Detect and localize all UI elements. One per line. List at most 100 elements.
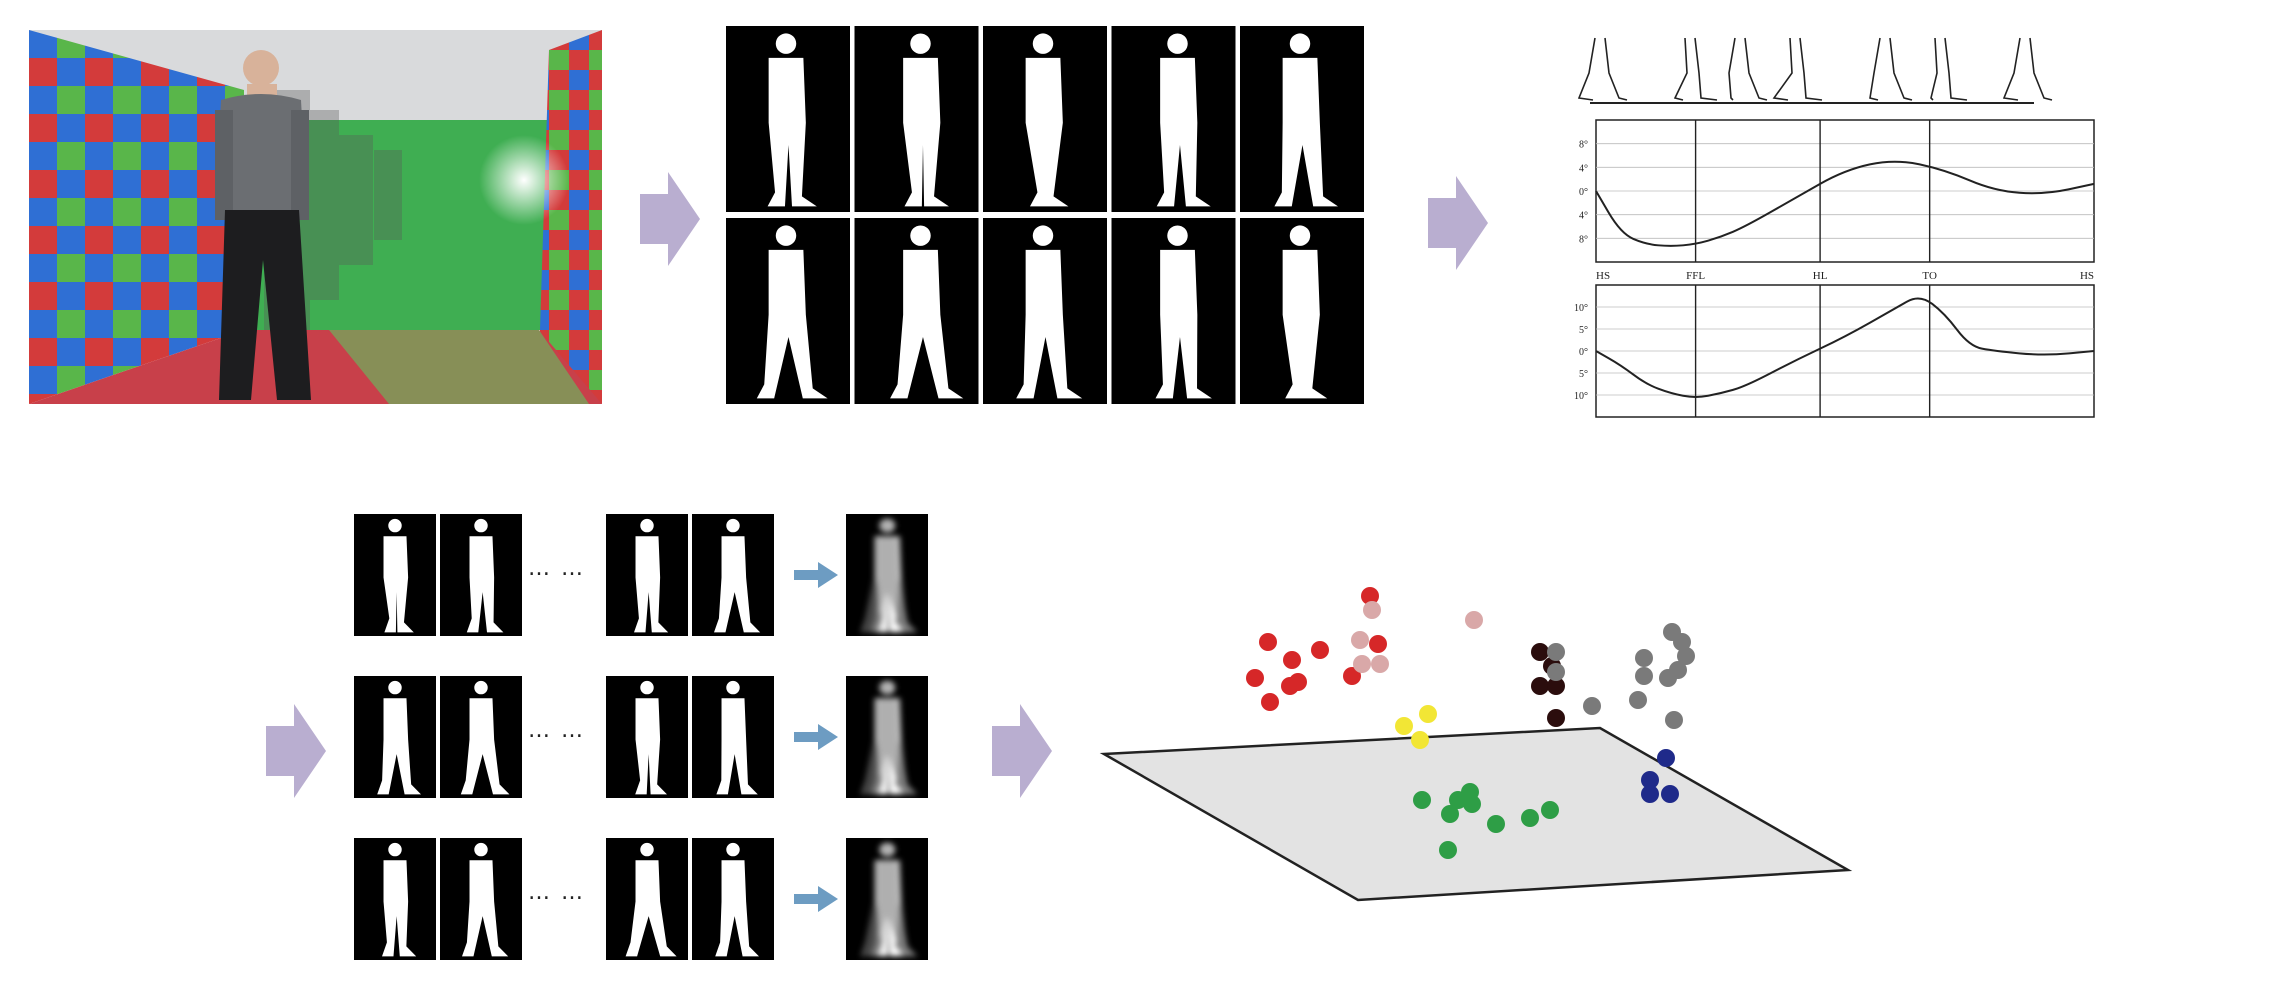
arrow-right-icon bbox=[794, 886, 838, 912]
silhouette-frame bbox=[1240, 26, 1364, 212]
silhouette-frame bbox=[1111, 218, 1236, 404]
silhouette-frame bbox=[983, 218, 1107, 404]
cluster-point bbox=[1635, 667, 1653, 685]
y-tick-label: 10° bbox=[1574, 391, 1588, 402]
silhouette-frame bbox=[354, 514, 436, 636]
arrow-right-icon bbox=[794, 724, 838, 750]
cluster-point bbox=[1259, 633, 1277, 651]
walking-leg-figure bbox=[1930, 37, 1968, 101]
y-tick-label: 4° bbox=[1579, 163, 1588, 174]
gait-video-frame bbox=[29, 30, 602, 404]
cluster-point bbox=[1547, 663, 1565, 681]
cluster-point bbox=[1289, 673, 1307, 691]
gait-energy-images: … … … … … … bbox=[350, 512, 930, 962]
cluster-point bbox=[1641, 785, 1659, 803]
cluster-point bbox=[1449, 791, 1467, 809]
cluster-point bbox=[1246, 669, 1264, 687]
y-tick-label: 5° bbox=[1579, 369, 1588, 380]
cluster-point bbox=[1441, 805, 1459, 823]
cluster-point bbox=[1547, 643, 1565, 661]
cluster-point bbox=[1353, 655, 1371, 673]
silhouette-frame bbox=[440, 676, 522, 798]
silhouette-frame bbox=[692, 676, 774, 798]
y-tick-label: 0° bbox=[1579, 347, 1588, 358]
cluster-point bbox=[1261, 693, 1279, 711]
arrow-right-icon bbox=[992, 704, 1052, 798]
gei-row: … … bbox=[350, 836, 930, 962]
cluster-point bbox=[1463, 795, 1481, 813]
cluster-point bbox=[1521, 809, 1539, 827]
arrow-right-icon bbox=[640, 172, 700, 266]
silhouette-frame bbox=[983, 26, 1107, 212]
silhouette-frame bbox=[606, 838, 688, 960]
cluster-point bbox=[1629, 691, 1647, 709]
feature-space-clusters bbox=[1090, 560, 1870, 920]
person bbox=[215, 50, 311, 400]
cluster-point bbox=[1283, 651, 1301, 669]
silhouette-frame bbox=[1240, 218, 1364, 404]
walking-leg-figure bbox=[1728, 37, 1768, 101]
ellipsis-icon: … … bbox=[528, 718, 585, 743]
cluster-point bbox=[1531, 643, 1549, 661]
cluster-point bbox=[1583, 697, 1601, 715]
phase-label: HL bbox=[1813, 270, 1828, 282]
silhouette-frame bbox=[854, 218, 979, 404]
cluster-point bbox=[1411, 731, 1429, 749]
cluster-point bbox=[1635, 649, 1653, 667]
ellipsis-icon: … … bbox=[528, 556, 585, 581]
cluster-point bbox=[1419, 705, 1437, 723]
ellipsis-icon: … … bbox=[528, 880, 585, 905]
cluster-point bbox=[1395, 717, 1413, 735]
cluster-point bbox=[1673, 633, 1691, 651]
angle-series-line bbox=[1595, 297, 2095, 398]
y-tick-label: 8° bbox=[1579, 234, 1588, 245]
cluster-point bbox=[1659, 669, 1677, 687]
cluster-point bbox=[1361, 587, 1379, 605]
cluster-point bbox=[1665, 711, 1683, 729]
cluster-point bbox=[1487, 815, 1505, 833]
walking-leg-figure bbox=[1577, 37, 1628, 101]
arrow-right-icon bbox=[794, 562, 838, 588]
y-tick-label: 0° bbox=[1579, 187, 1588, 198]
cluster-point bbox=[1531, 677, 1549, 695]
cluster-point bbox=[1369, 635, 1387, 653]
phase-label: TO bbox=[1922, 270, 1937, 282]
cluster-point bbox=[1677, 647, 1695, 665]
angle-chart: 8° 4° 0° 4° 8° bbox=[1579, 119, 2095, 263]
arrow-right-icon bbox=[1428, 176, 1488, 270]
y-tick-label: 4° bbox=[1579, 211, 1588, 222]
phase-label: HS bbox=[1596, 270, 1610, 282]
angle-chart: 10° 5° 0° 5° 10° HS FFL HL TO HS bbox=[1574, 270, 2095, 418]
silhouette-frame bbox=[354, 838, 436, 960]
cluster-point bbox=[1413, 791, 1431, 809]
silhouette-frame bbox=[726, 218, 850, 404]
gait-energy-image bbox=[846, 838, 928, 960]
silhouette-frame bbox=[692, 514, 774, 636]
cluster-point bbox=[1311, 641, 1329, 659]
cluster-point bbox=[1371, 655, 1389, 673]
cluster-point bbox=[1661, 785, 1679, 803]
silhouette-frame bbox=[354, 676, 436, 798]
y-tick-label: 8° bbox=[1579, 140, 1588, 151]
phase-label: HS bbox=[2080, 270, 2094, 282]
walking-leg-figure bbox=[1772, 37, 1823, 101]
corridor-scene bbox=[29, 30, 602, 404]
silhouette-frame bbox=[692, 838, 774, 960]
y-tick-label: 10° bbox=[1574, 303, 1588, 314]
angle-series-line bbox=[1595, 160, 2095, 247]
cluster-point bbox=[1541, 801, 1559, 819]
cluster-point bbox=[1657, 749, 1675, 767]
cluster-point bbox=[1343, 667, 1361, 685]
cluster-point bbox=[1465, 611, 1483, 629]
phase-label: FFL bbox=[1686, 270, 1705, 282]
silhouette-sequence bbox=[726, 26, 1368, 404]
cluster-point bbox=[1547, 709, 1565, 727]
cluster-point bbox=[1363, 601, 1381, 619]
silhouette-frame bbox=[440, 514, 522, 636]
gait-energy-image bbox=[846, 676, 928, 798]
gait-cycle-angle-charts: 8° 4° 0° 4° 8° 10° 5° 0° 5° 10° HS FFL HL TO HS bbox=[1550, 28, 2116, 424]
silhouette-frame bbox=[606, 514, 688, 636]
feature-plane bbox=[1099, 726, 1853, 902]
silhouette-frame bbox=[606, 676, 688, 798]
cluster-point bbox=[1547, 677, 1565, 695]
